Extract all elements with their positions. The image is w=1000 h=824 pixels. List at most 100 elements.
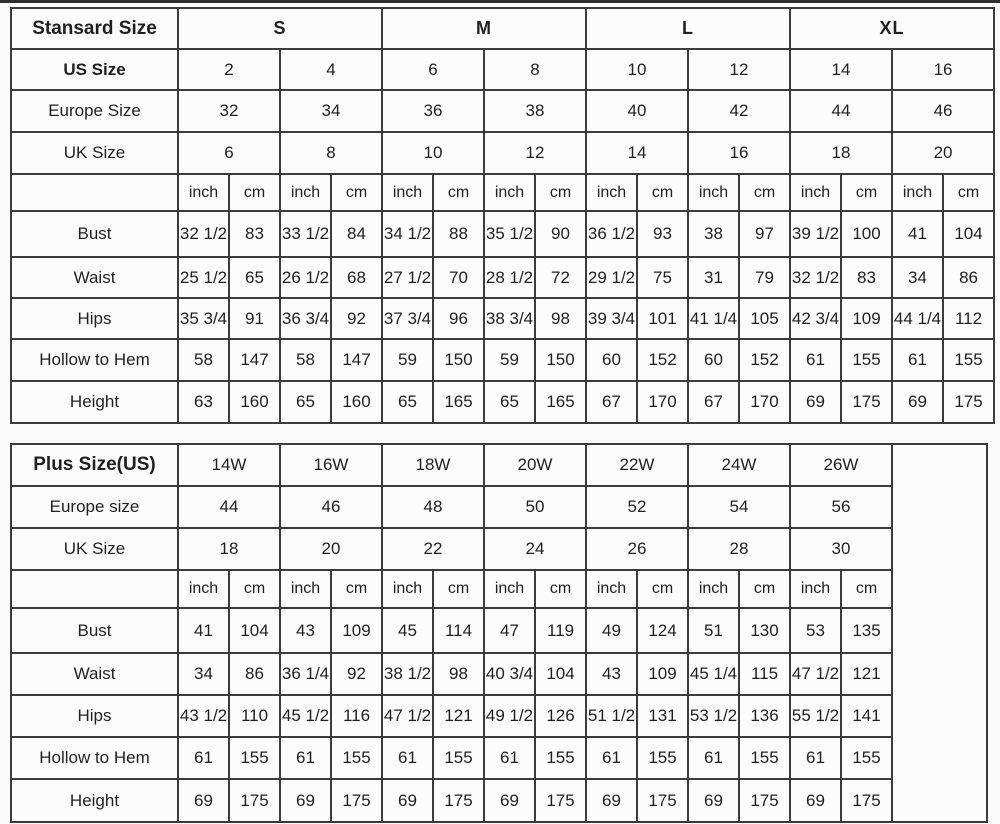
size-value: 8 [278, 131, 384, 175]
size-value: 24 [483, 527, 587, 571]
measure-row: Waist 34 86 36 1/4 92 38 1/2 98 40 3/4 104 43 109 4… [10, 652, 987, 696]
measure-value: 32 1/2 [789, 256, 843, 299]
measure-value: 150 [534, 338, 588, 382]
measure-value: 35 3/4 [177, 297, 230, 340]
size-value: 48 [381, 485, 485, 529]
measure-value: 45 1/4 [687, 652, 740, 696]
measure-value: 131 [636, 694, 689, 738]
group-header: 26W [789, 443, 893, 487]
measure-value: 119 [534, 607, 587, 654]
unit-label: cm [330, 569, 383, 609]
unit-label: inch [381, 569, 434, 609]
measure-value: 136 [738, 694, 791, 738]
measure-value: 155 [840, 736, 893, 780]
size-value: 46 [891, 89, 996, 133]
measure-value: 92 [329, 297, 384, 340]
measure-value: 51 [687, 607, 740, 654]
measure-value: 175 [840, 778, 893, 823]
size-value: 42 [687, 89, 792, 133]
measure-value: 38 3/4 [483, 297, 537, 340]
measure-value: 160 [329, 380, 384, 424]
measure-value: 112 [942, 297, 996, 340]
measure-value: 37 3/4 [381, 297, 435, 340]
standard-size-table: Stansard Size S M L XL US Size 2 4 6 8 10 12 14 16 Eur… [10, 7, 996, 424]
size-value: 16 [687, 131, 792, 175]
measure-value: 27 1/2 [381, 256, 435, 299]
row-label: UK Size [10, 131, 179, 175]
row-label: US Size [10, 48, 179, 91]
measure-value: 39 3/4 [585, 297, 639, 340]
unit-label: inch [483, 173, 537, 212]
measure-value: 45 [381, 607, 434, 654]
measure-value: 41 [177, 607, 230, 654]
measure-value: 175 [432, 778, 485, 823]
measure-value: 175 [738, 778, 791, 823]
measure-value: 41 [891, 210, 945, 258]
measure-value: 93 [636, 210, 690, 258]
size-row: UK Size 18 20 22 24 26 28 30 [10, 527, 987, 571]
measure-row: Hips 43 1/2 110 45 1/2 116 47 1/2 121 49 1/2 126… [10, 694, 987, 738]
size-value: 56 [789, 485, 893, 529]
measure-value: 83 [840, 256, 894, 299]
unit-label: cm [432, 569, 485, 609]
measure-value: 126 [534, 694, 587, 738]
measure-value: 147 [329, 338, 384, 382]
measure-row: Bust 41 104 43 109 45 114 47 119 49 124 51 130 53 135 [10, 607, 987, 654]
measure-value: 72 [534, 256, 588, 299]
measure-value: 58 [279, 338, 332, 382]
measure-value: 53 1/2 [687, 694, 740, 738]
measure-value: 114 [432, 607, 485, 654]
group-header: S [176, 7, 384, 50]
measure-value: 100 [840, 210, 894, 258]
measure-value: 43 1/2 [177, 694, 230, 738]
measure-value: 152 [738, 338, 792, 382]
measure-value: 36 1/2 [585, 210, 639, 258]
size-value: 38 [483, 89, 588, 133]
unit-label: inch [789, 173, 843, 212]
plus-size-table: Plus Size(US) 14W 16W 18W 20W 22W 24W 26W Europe… [10, 443, 988, 823]
measure-value: 97 [738, 210, 792, 258]
measure-value: 32 1/2 [177, 210, 230, 258]
group-header: 20W [483, 443, 587, 487]
measure-row: Height 63 160 65 160 65 165 65 165 67 170 67 170 69 17… [10, 380, 996, 424]
size-value: 30 [789, 527, 893, 571]
size-value: 14 [585, 131, 690, 175]
size-value: 4 [278, 48, 384, 91]
unit-label: inch [585, 173, 639, 212]
measure-value: 42 3/4 [789, 297, 843, 340]
measure-value: 29 1/2 [585, 256, 639, 299]
measure-value: 59 [381, 338, 435, 382]
measure-row: Height 69 175 69 175 69 175 69 175 69 175 69 175 69 17… [10, 778, 987, 823]
unit-label: cm [228, 173, 281, 212]
measure-value: 65 [228, 256, 281, 299]
measure-value: 65 [381, 380, 435, 424]
measure-value: 61 [687, 736, 740, 780]
measure-value: 60 [585, 338, 639, 382]
measure-value: 65 [279, 380, 332, 424]
row-label: Europe Size [10, 89, 179, 133]
row-label: Hips [10, 694, 179, 738]
measure-value: 84 [329, 210, 384, 258]
size-value: 52 [585, 485, 689, 529]
group-header: 18W [381, 443, 485, 487]
measure-value: 150 [432, 338, 486, 382]
measure-value: 63 [177, 380, 230, 424]
measure-value: 60 [687, 338, 741, 382]
measure-value: 61 [177, 736, 230, 780]
measure-value: 61 [279, 736, 332, 780]
unit-label: inch [687, 173, 741, 212]
unit-label: inch [177, 569, 230, 609]
measure-value: 88 [432, 210, 486, 258]
unit-label: cm [942, 173, 996, 212]
measure-value: 155 [942, 338, 996, 382]
measure-value: 104 [942, 210, 996, 258]
unit-label: inch [891, 173, 945, 212]
size-value: 28 [687, 527, 791, 571]
measure-value: 75 [636, 256, 690, 299]
size-row: UK Size 6 8 10 12 14 16 18 20 [10, 131, 996, 175]
measure-value: 110 [228, 694, 281, 738]
row-label: Europe size [10, 485, 179, 529]
measure-value: 28 1/2 [483, 256, 537, 299]
group-header: M [381, 7, 588, 50]
measure-value: 83 [228, 210, 281, 258]
